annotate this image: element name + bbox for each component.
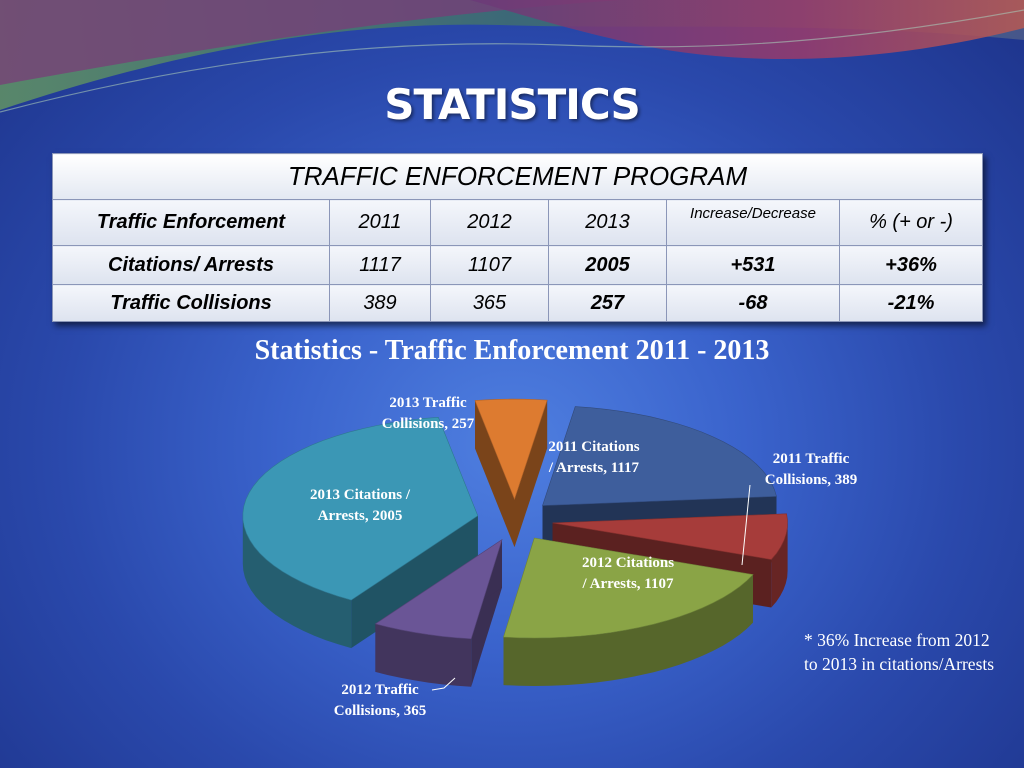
data-label-line: 2012 Citations bbox=[582, 555, 674, 571]
pie-slice-top bbox=[474, 398, 548, 500]
pie-slice bbox=[242, 416, 479, 649]
pie-slice-top bbox=[242, 416, 479, 601]
swoosh-right bbox=[470, 0, 1024, 60]
pie-slice-wall bbox=[351, 515, 478, 649]
table-cell: 1107 bbox=[430, 245, 549, 285]
data-label: 2013 Citations / Arrests, 2005 bbox=[310, 487, 411, 524]
pie-slice-rim bbox=[375, 623, 472, 687]
swoosh-mid bbox=[0, 0, 620, 85]
header-cell: 2011 bbox=[329, 199, 431, 246]
table-cell: 1117 bbox=[329, 245, 431, 285]
data-label-line: 2011 Traffic bbox=[773, 451, 850, 467]
leader-line bbox=[741, 484, 751, 566]
data-label: 2012 Traffic Collisions, 365 bbox=[334, 682, 427, 719]
table-cell: -68 bbox=[666, 284, 840, 322]
header-cell: Increase/Decrease bbox=[666, 199, 840, 246]
data-label-line: Collisions, 365 bbox=[334, 703, 427, 719]
data-label: 2013 Traffic Collisions, 257 bbox=[382, 395, 475, 432]
table-cell: 2005 bbox=[548, 245, 667, 285]
pie-slice bbox=[474, 398, 548, 548]
traffic-enforcement-table: TRAFFIC ENFORCEMENT PROGRAM Traffic Enfo… bbox=[51, 153, 984, 322]
pie-slice-top bbox=[503, 537, 754, 639]
table-row: Traffic Collisions 389 365 257 -68 -21% bbox=[52, 284, 984, 322]
pie-slice-rim bbox=[503, 574, 753, 686]
pie-slice bbox=[374, 538, 503, 687]
pie-slice-wall bbox=[514, 400, 548, 548]
pie-slice-top bbox=[552, 513, 788, 560]
row-label: Citations/ Arrests bbox=[52, 245, 330, 285]
data-label-line: / Arrests, 1107 bbox=[582, 576, 674, 592]
pie-slice-wall bbox=[475, 400, 515, 548]
data-label-line: Arrests, 2005 bbox=[318, 508, 403, 524]
pie-slice bbox=[503, 537, 754, 686]
leader-line bbox=[431, 677, 456, 691]
data-label: 2011 Traffic Collisions, 389 bbox=[765, 451, 858, 488]
page-title: STATISTICS bbox=[384, 80, 641, 129]
header-cell: % (+ or -) bbox=[838, 199, 984, 246]
table-header-row: Traffic Enforcement 2011 2012 2013 Incre… bbox=[52, 199, 984, 246]
data-label-line: 2013 Traffic bbox=[389, 395, 467, 411]
footnote: * 36% Increase from 2012 to 2013 in cita… bbox=[804, 630, 995, 674]
chart-title: Statistics - Traffic Enforcement 2011 - … bbox=[254, 335, 770, 366]
pie-slice-rim bbox=[242, 515, 352, 649]
data-label-line: Collisions, 389 bbox=[765, 472, 858, 488]
table-cell: 389 bbox=[329, 284, 431, 322]
table-cell: 257 bbox=[548, 284, 667, 322]
swoosh-line bbox=[0, 9, 1024, 113]
table-cell: 365 bbox=[430, 284, 549, 322]
pie-slice-rim bbox=[771, 522, 788, 608]
row-label: Traffic Collisions bbox=[52, 284, 330, 322]
data-label: 2011 Citations / Arrests, 1117 bbox=[548, 439, 640, 476]
header-cell: Traffic Enforcement bbox=[52, 199, 330, 246]
data-label: 2012 Citations / Arrests, 1107 bbox=[582, 555, 675, 592]
data-label-line: Collisions, 257 bbox=[382, 416, 475, 432]
pie-slice-top bbox=[542, 406, 777, 506]
data-label-line: / Arrests, 1117 bbox=[548, 460, 640, 476]
data-label-line: 2011 Citations bbox=[548, 439, 639, 455]
table-banner: TRAFFIC ENFORCEMENT PROGRAM bbox=[51, 153, 984, 200]
table-cell: +531 bbox=[666, 245, 840, 285]
data-label-line: 2012 Traffic bbox=[341, 682, 419, 698]
data-label-line: 2013 Citations / bbox=[310, 487, 411, 503]
pie-slice-top bbox=[374, 538, 503, 640]
table-cell: -21% bbox=[838, 284, 984, 322]
